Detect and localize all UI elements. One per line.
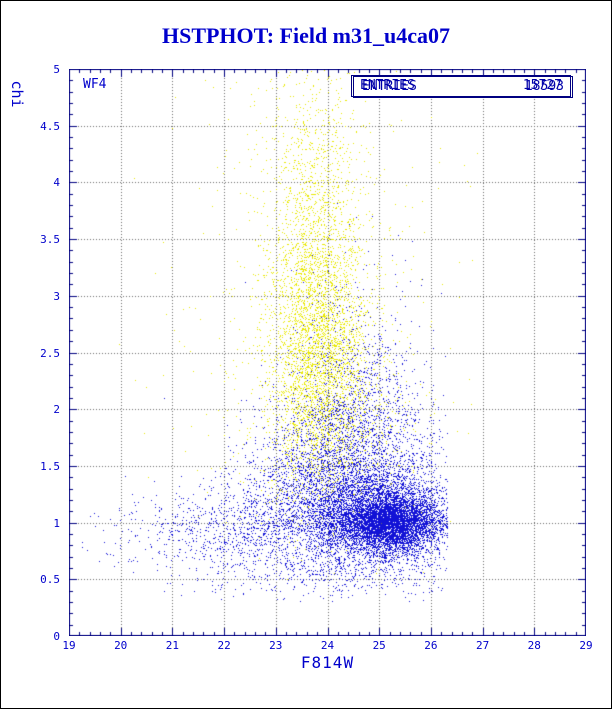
entries-label-primary: ENTRIES [362,79,417,94]
entries-stat-box-secondary: ENTRIES 15727 [351,75,571,97]
y-tick-label: 4.5 [40,119,60,133]
x-tick-label: 19 [62,639,76,652]
y-tick-label: 3.5 [40,233,60,247]
x-tick-label: 28 [527,639,541,652]
entries-label-secondary: ENTRIES [360,78,415,93]
x-tick-label: 22 [217,639,231,652]
y-tick-label: 4 [53,176,60,190]
entries-stat-box-primary: ENTRIES 18593 [353,76,573,98]
entries-value-primary: 18593 [524,79,564,94]
y-axis-label: chi [8,80,26,108]
x-tick-label: 26 [424,639,438,652]
y-tick-label: 0.5 [40,573,60,587]
plot-area: WF4 ENTRIES 15727 ENTRIES 18593 [69,69,586,636]
y-tick-label: 3 [53,289,60,303]
x-tick-label: 27 [475,639,490,652]
detector-label: WF4 [83,77,107,92]
x-tick-label: 29 [579,639,593,652]
x-tick-label: 20 [114,639,128,652]
x-tick-labels: 19 20 21 22 23 24 25 26 27 28 29 [62,639,592,653]
y-tick-label: 2.5 [40,346,60,360]
y-tick-label: 5 [53,63,60,76]
y-tick-label: 0 [53,630,60,643]
x-tick-label: 24 [320,639,335,652]
y-tick-label: 1.5 [40,459,60,473]
y-tick-labels: 0 0.5 1 1.5 2 2.5 3 3.5 4 4.5 5 [1,63,63,643]
y-tick-label: 2 [53,403,60,417]
x-tick-label: 25 [372,639,386,652]
entries-box-underlay [351,75,574,98]
scatter-plot-canvas [69,69,586,636]
x-tick-label: 23 [269,639,283,652]
entries-value-secondary: 15727 [522,78,562,93]
x-tick-label: 21 [165,639,180,652]
page-title: HSTPHOT: Field m31_u4ca07 [161,23,451,48]
y-tick-label: 1 [53,516,60,530]
x-axis-label: F814W [300,653,355,672]
